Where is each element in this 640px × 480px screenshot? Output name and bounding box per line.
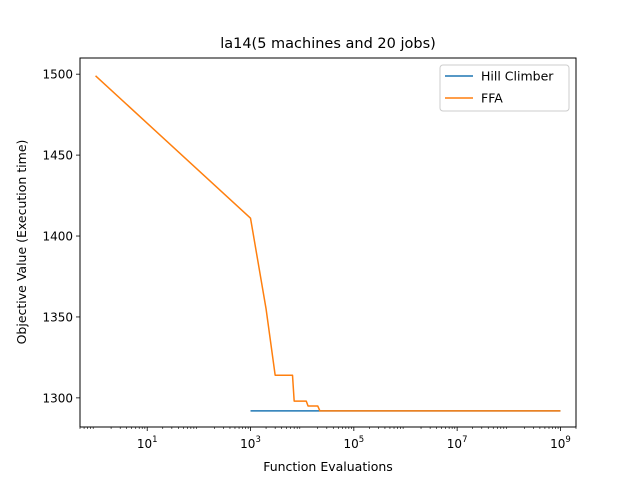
y-axis-ticks: 1300 1350 1400 1450 1500 [42,68,80,405]
y-axis-label: Objective Value (Execution time) [14,140,29,345]
x-axis-label: Function Evaluations [263,459,393,474]
x-tick-label: 107 [447,435,468,451]
x-tick-label: 103 [240,435,261,451]
series-line-ffa [95,75,561,412]
chart-title: la14(5 machines and 20 jobs) [220,36,436,52]
x-axis-ticks: 101 103 105 107 109 [79,427,577,451]
x-tick-label: 109 [550,435,571,451]
x-tick-label: 101 [137,435,158,451]
y-tick-label: 1300 [42,391,73,405]
plot-lines [95,75,561,412]
y-tick-label: 1500 [42,68,73,82]
legend: Hill Climber FFA [439,64,570,112]
x-tick-label: 105 [343,435,364,451]
y-tick-label: 1400 [42,230,73,244]
y-tick-label: 1350 [42,310,73,324]
y-tick-label: 1450 [42,149,73,163]
legend-label: Hill Climber [481,69,554,84]
legend-label: FFA [481,91,503,106]
plot-frame [79,57,577,428]
